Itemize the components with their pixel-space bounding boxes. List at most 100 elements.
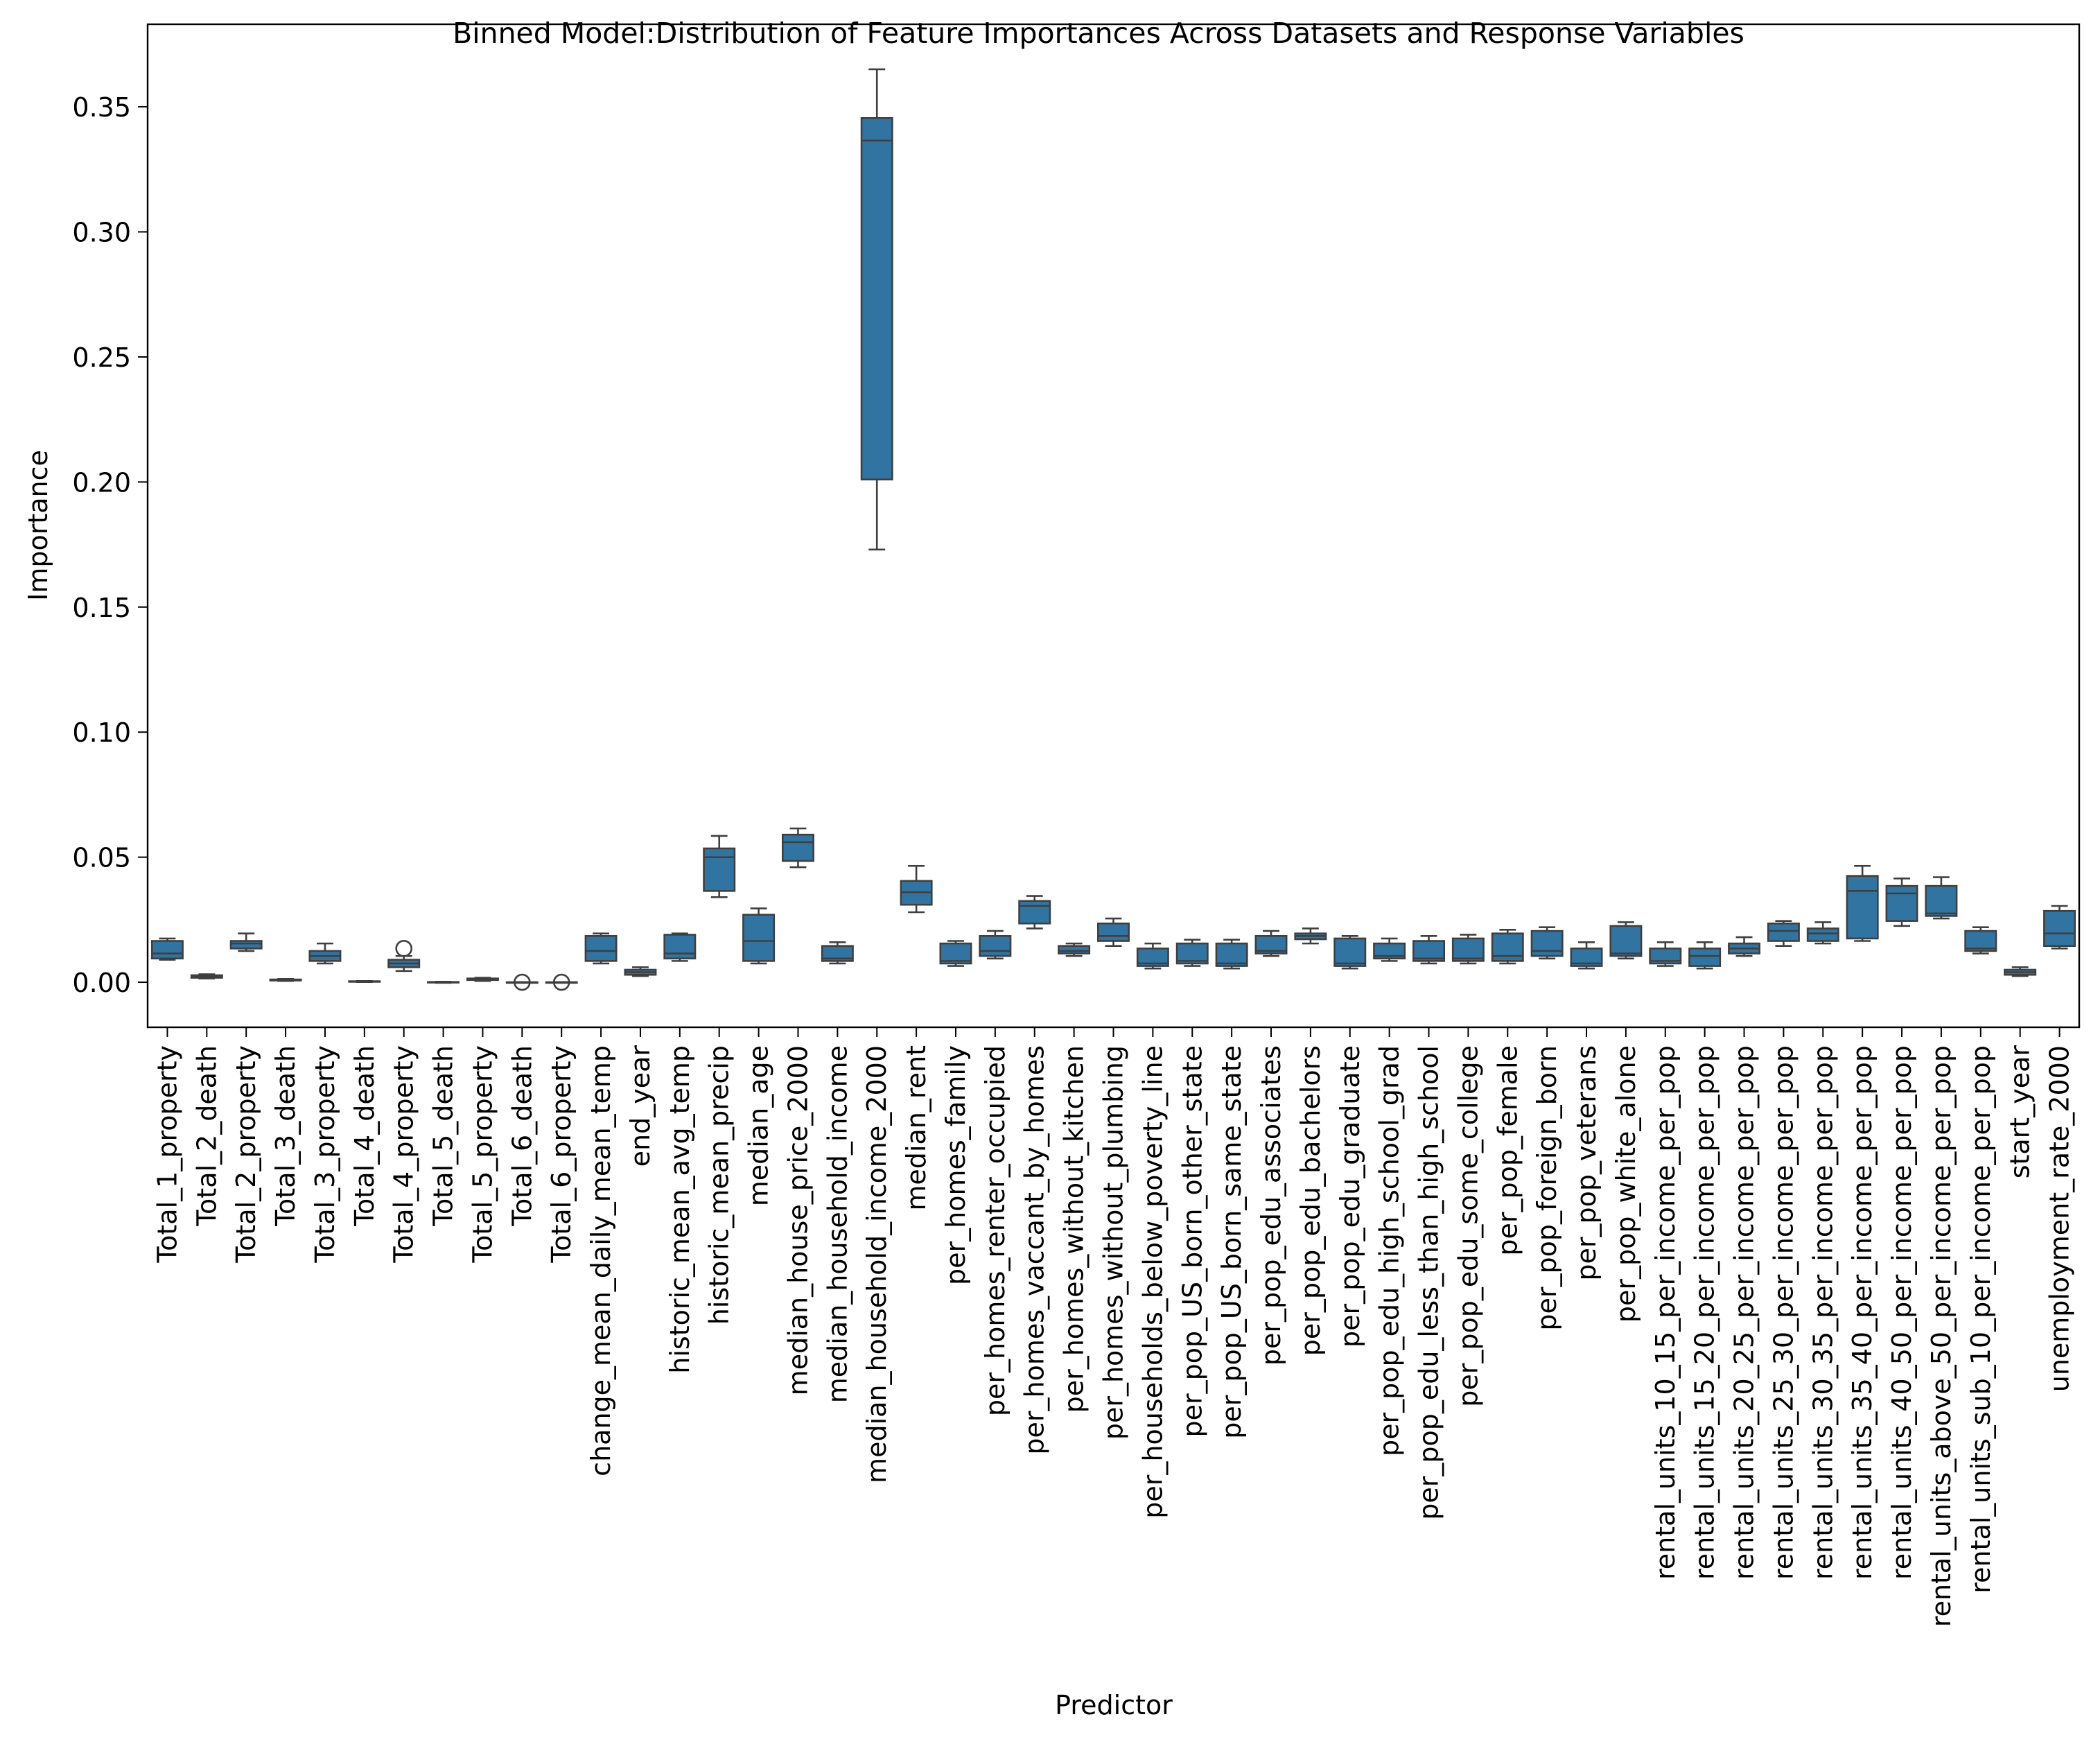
box-Total_6_death <box>505 973 539 991</box>
x-tick-label: per_pop_edu_some_college <box>1453 1045 1483 1407</box>
x-tick-label: per_homes_without_plumbing <box>1099 1045 1129 1440</box>
box-per_homes_without_kitchen <box>1058 942 1091 957</box>
x-tick-label: historic_mean_precip <box>704 1045 735 1325</box>
iqr-box <box>821 945 854 962</box>
outlier-point <box>514 973 531 991</box>
box-rental_units_30_35_per_income_per_pop <box>1806 921 1839 945</box>
x-tick-label: Total_2_death <box>191 1045 222 1227</box>
outlier-point <box>395 940 413 957</box>
iqr-box <box>1885 884 1918 922</box>
iqr-box <box>1649 948 1682 965</box>
iqr-box <box>1846 875 1879 940</box>
iqr-box <box>1373 942 1406 960</box>
box-per_pop_edu_high_school_grad <box>1373 937 1406 962</box>
x-tick-label: change_mean_daily_mean_temp <box>586 1045 616 1476</box>
x-tick-label: unemployment_rate_2000 <box>2045 1045 2075 1392</box>
iqr-box <box>742 914 776 962</box>
box-Total_3_property <box>308 942 342 965</box>
y-tick-label: 0.25 <box>72 342 131 373</box>
x-tick-label: median_household_income_2000 <box>861 1045 892 1483</box>
x-tick-label: per_homes_without_kitchen <box>1059 1045 1090 1413</box>
box-per_homes_renter_occupied <box>979 930 1012 960</box>
x-tick-label: median_age <box>744 1045 774 1206</box>
box-Total_1_property <box>150 937 184 961</box>
box-Total_4_property <box>387 940 421 973</box>
x-tick-label: rental_units_10_15_per_income_per_pop <box>1650 1045 1681 1580</box>
box-median_household_income <box>821 941 854 965</box>
iqr-box <box>1925 884 1958 917</box>
box-median_age <box>742 907 776 965</box>
x-tick-label: per_homes_renter_occupied <box>980 1045 1010 1416</box>
box-rental_units_25_30_per_income_per_pop <box>1767 920 1800 948</box>
box-per_pop_edu_associates <box>1254 930 1288 957</box>
box-per_homes_without_plumbing <box>1097 917 1130 948</box>
x-tick-label: Total_5_death <box>428 1045 459 1227</box>
iqr-box <box>1451 937 1485 962</box>
box-per_pop_female <box>1491 928 1524 965</box>
box-Total_3_death <box>269 978 302 982</box>
box-Total_5_property <box>466 977 499 982</box>
x-tick-label: end_year <box>625 1045 656 1167</box>
box-Total_6_property <box>545 973 578 991</box>
box-Total_4_death <box>348 979 381 983</box>
iqr-box <box>1215 942 1248 967</box>
iqr-box <box>1018 900 1051 925</box>
iqr-box <box>663 934 697 960</box>
x-tick-label: Total_4_property <box>389 1045 419 1264</box>
iqr-box <box>1530 930 1564 957</box>
x-tick-label: Total_6_property <box>546 1045 577 1264</box>
x-tick-label: rental_units_30_35_per_income_per_pop <box>1808 1045 1838 1580</box>
box-per_pop_US_born_other_state <box>1175 939 1209 967</box>
iqr-box <box>979 934 1012 957</box>
box-median_rent <box>900 864 933 914</box>
x-tick-label: per_homes_vaccant_by_homes <box>1020 1045 1050 1455</box>
x-axis: Total_1_property Total_2_death Total_2_pro… <box>152 1027 2075 1627</box>
box-per_pop_foreign_born <box>1530 926 1564 960</box>
iqr-box <box>1333 937 1367 967</box>
iqr-box <box>781 833 814 862</box>
box-per_pop_edu_some_college <box>1451 934 1485 965</box>
x-tick-label: Total_6_death <box>507 1045 537 1227</box>
box-rental_units_10_15_per_income_per_pop <box>1649 941 1682 967</box>
iqr-box <box>1806 927 1839 942</box>
x-tick-label: per_pop_edu_associates <box>1256 1045 1286 1366</box>
iqr-box <box>2043 909 2076 948</box>
y-tick-label: 0.10 <box>72 717 131 748</box>
x-tick-label: per_pop_edu_bachelors <box>1295 1045 1326 1356</box>
box-per_pop_edu_bachelors <box>1294 927 1327 945</box>
box-per_pop_US_born_same_state <box>1215 939 1248 970</box>
y-tick-label: 0.00 <box>72 968 131 998</box>
box-per_pop_veterans <box>1570 941 1603 970</box>
iqr-box <box>703 847 736 892</box>
x-tick-label: per_pop_edu_high_school_grad <box>1374 1045 1405 1456</box>
box-median_household_income_2000 <box>860 68 893 551</box>
box-end_year <box>624 966 657 977</box>
box-rental_units_40_50_per_income_per_pop <box>1885 877 1918 927</box>
box-rental_units_above_50_per_income_per_pop <box>1925 876 1958 920</box>
x-tick-label: per_pop_edu_less_than_high_school <box>1414 1045 1444 1520</box>
box-median_house_price_2000 <box>781 827 814 869</box>
box-rental_units_15_20_per_income_per_pop <box>1688 941 1722 970</box>
y-tick-label: 0.30 <box>72 218 131 248</box>
iqr-box <box>1688 948 1722 967</box>
x-tick-label: median_house_price_2000 <box>782 1045 813 1395</box>
x-tick-label: median_household_income <box>822 1045 852 1403</box>
x-tick-label: Total_4_death <box>349 1045 380 1227</box>
y-tick-label: 0.05 <box>72 843 131 873</box>
box-rental_units_sub_10_per_income_per_pop <box>1964 926 1997 954</box>
plot-frame <box>146 23 2081 1029</box>
x-tick-label: rental_units_40_50_per_income_per_pop <box>1887 1045 1917 1580</box>
x-tick-label: rental_units_15_20_per_income_per_pop <box>1690 1045 1720 1580</box>
y-axis-label: Importance <box>23 450 53 601</box>
x-tick-label: per_pop_female <box>1492 1045 1523 1256</box>
x-tick-label: rental_units_35_40_per_income_per_pop <box>1847 1045 1878 1580</box>
box-Total_2_property <box>229 932 263 952</box>
y-axis: 0.00 0.05 0.10 0.15 0.20 0.25 0.30 0.35 <box>72 92 148 998</box>
box-per_pop_edu_graduate <box>1333 934 1367 970</box>
iqr-box <box>584 934 618 962</box>
iqr-box <box>860 117 893 481</box>
iqr-box <box>229 940 263 950</box>
box-historic_mean_avg_temp <box>663 932 697 962</box>
box-historic_mean_precip <box>703 835 736 898</box>
